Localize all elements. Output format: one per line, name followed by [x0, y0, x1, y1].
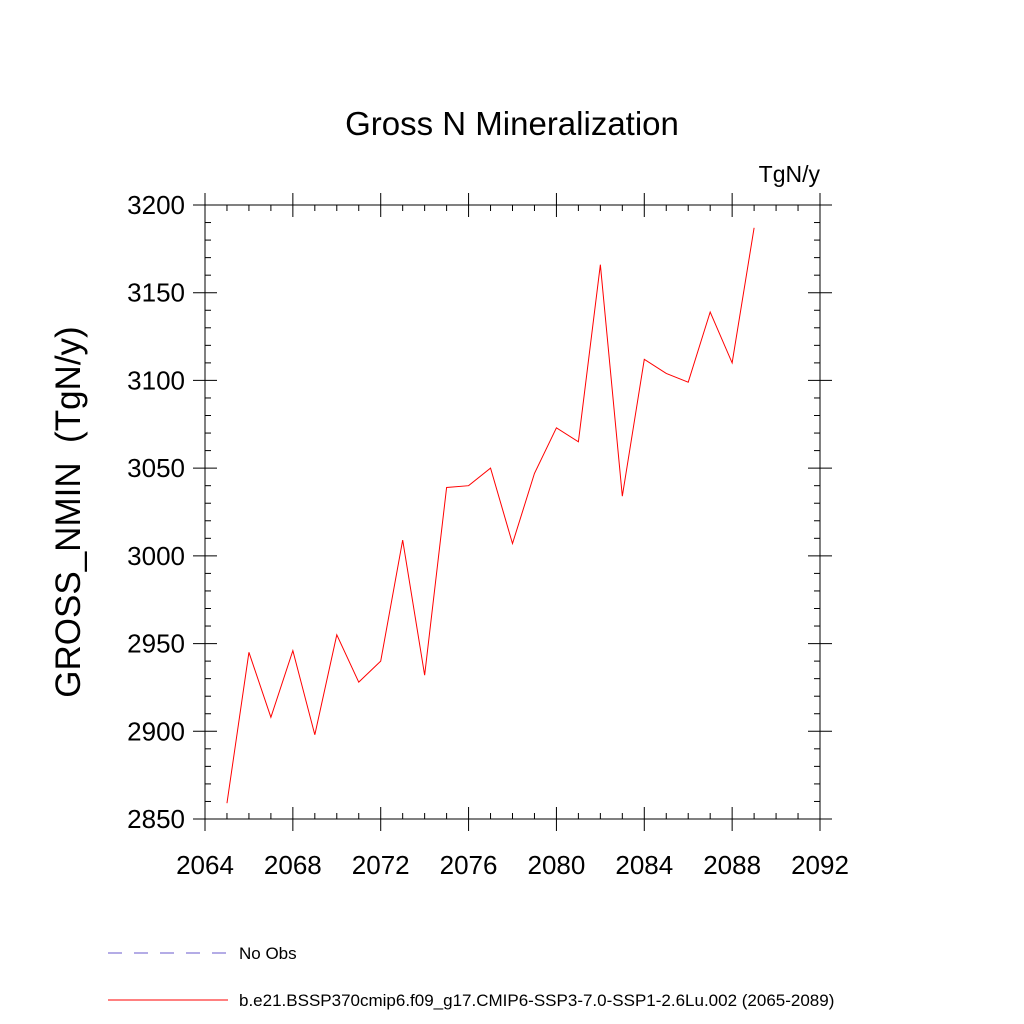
data-point	[401, 539, 404, 542]
y-tick-label: 3000	[127, 541, 185, 571]
data-point	[269, 716, 272, 719]
data-point	[379, 660, 382, 663]
units-label: TgN/y	[759, 161, 821, 187]
data-point	[357, 681, 360, 684]
data-point	[445, 486, 448, 489]
x-tick-label: 2092	[791, 850, 849, 880]
y-tick-label: 2950	[127, 629, 185, 659]
data-point	[291, 649, 294, 652]
data-point	[621, 495, 624, 498]
legend-label-no-obs: No Obs	[239, 944, 297, 963]
data-point	[665, 372, 668, 375]
x-tick-label: 2072	[352, 850, 410, 880]
data-point	[731, 361, 734, 364]
data-point	[489, 467, 492, 470]
x-tick-label: 2064	[176, 850, 234, 880]
data-point	[555, 426, 558, 429]
data-point	[577, 440, 580, 443]
y-axis-label: GROSS_NMIN (TgN/y)	[49, 326, 88, 697]
minor-ticks	[205, 205, 820, 819]
major-ticks	[193, 193, 832, 831]
data-point	[511, 542, 514, 545]
data-point	[687, 381, 690, 384]
x-tick-label: 2068	[264, 850, 322, 880]
series-line	[226, 227, 755, 804]
y-tick-label: 3100	[127, 365, 185, 395]
y-tick-label: 2850	[127, 804, 185, 834]
legend-label-series: b.e21.BSSP370cmip6.f09_g17.CMIP6-SSP3-7.…	[239, 991, 834, 1010]
data-point	[467, 484, 470, 487]
y-tick-label: 3050	[127, 453, 185, 483]
data-point	[533, 472, 536, 475]
y-tick-label: 3150	[127, 278, 185, 308]
data-point	[313, 733, 316, 736]
y-tick-label: 2900	[127, 716, 185, 746]
x-tick-labels: 2064 2068 2072 2076 2080 2084 2088 2092	[176, 850, 849, 880]
data-point	[643, 358, 646, 361]
series-layer	[225, 226, 756, 805]
x-tick-label: 2080	[528, 850, 586, 880]
data-point	[247, 651, 250, 654]
data-point	[753, 226, 756, 229]
y-tick-label: 3200	[127, 190, 185, 220]
plot-frame	[204, 204, 821, 820]
data-point	[423, 674, 426, 677]
y-tick-labels: 2850 2900 2950 3000 3050 3100 3150 3200	[127, 190, 185, 834]
chart-title: Gross N Mineralization	[345, 105, 679, 142]
data-point	[335, 633, 338, 636]
x-tick-label: 2076	[440, 850, 498, 880]
x-tick-label: 2084	[615, 850, 673, 880]
x-tick-label: 2088	[703, 850, 761, 880]
data-point	[225, 802, 228, 805]
data-point	[709, 311, 712, 314]
data-point	[599, 263, 602, 266]
legend: No Obs b.e21.BSSP370cmip6.f09_g17.CMIP6-…	[108, 944, 834, 1010]
